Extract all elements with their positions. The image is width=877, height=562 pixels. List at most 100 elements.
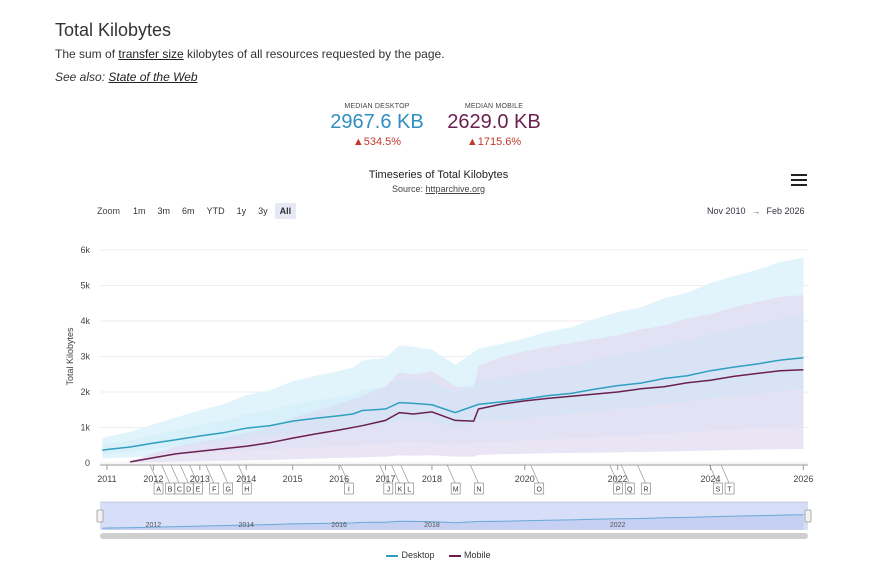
navigator-tick-label: 2012: [146, 522, 162, 529]
annotation-stem: [446, 464, 456, 484]
range-from-input[interactable]: Nov 2010: [707, 206, 746, 216]
annotation-stem: [340, 464, 349, 484]
x-tick-label: 2013: [190, 474, 210, 484]
annotation-label: F: [212, 487, 216, 494]
zoom-6m-button[interactable]: 6m: [182, 206, 195, 216]
chart-title: Timeseries of Total Kilobytes: [368, 169, 509, 181]
annotation-flag: [404, 482, 415, 495]
y-tick-label: 6k: [80, 245, 90, 255]
annotation-label: H: [244, 487, 249, 494]
navigator-tick-label: 2018: [424, 522, 440, 529]
annotation-stem: [161, 464, 170, 484]
annotation-label: J: [387, 487, 391, 494]
x-tick-label: 2017: [376, 474, 396, 484]
zoom-1y-button[interactable]: 1y: [236, 206, 247, 216]
page-description: The sum of transfer size kilobytes of al…: [55, 47, 445, 61]
legend-mobile-swatch: [449, 554, 462, 557]
transfer-size-link[interactable]: transfer size: [118, 47, 184, 61]
y-tick-label: 5k: [80, 281, 90, 291]
annotation-label: L: [407, 487, 411, 494]
annotation-label: S: [716, 487, 721, 494]
annotation-label: M: [453, 487, 459, 494]
legend-mobile-label: Mobile: [464, 550, 491, 560]
range-to-input[interactable]: Feb 2026: [766, 206, 805, 216]
y-tick-label: 3k: [80, 352, 90, 362]
navigator-left-handle[interactable]: [96, 509, 104, 523]
kpi-mobile: MEDIAN MOBILE 2629.0 KB ▲1715.6%: [440, 103, 548, 148]
annotation-label: B: [168, 487, 173, 494]
x-tick-label: 2024: [700, 474, 720, 484]
x-tick-label: 2011: [97, 474, 116, 484]
annotation-stem: [219, 464, 228, 484]
annotation-label: N: [476, 487, 481, 494]
annotation-flag: [223, 482, 233, 495]
y-tick-label: 2k: [80, 387, 90, 397]
x-tick-label: 2018: [422, 474, 442, 484]
desc-suffix: kilobytes of all resources requested by …: [183, 47, 445, 61]
annotation-stem: [237, 464, 247, 484]
state-of-the-web-link[interactable]: State of the Web: [108, 70, 198, 84]
desktop-series-line: [102, 356, 804, 451]
kpi-mobile-value: 2629.0 KB: [447, 111, 541, 133]
annotation-label: Q: [627, 487, 633, 494]
zoom-all-button[interactable]: All: [274, 203, 297, 219]
x-tick-label: 2022: [608, 474, 628, 484]
annotation-stem: [149, 464, 159, 484]
navigator-tick-label: 2016: [331, 522, 347, 529]
annotation-flag: [241, 482, 252, 495]
navigator-tick-label: 2014: [238, 522, 254, 529]
annotation-flag: [713, 482, 723, 495]
annotation-stem: [637, 464, 646, 484]
kpi-desktop: MEDIAN DESKTOP 2967.6 KB ▲534.5%: [322, 103, 432, 148]
annotation-stem: [205, 464, 215, 484]
date-range: Nov 2010 → Feb 2026: [707, 206, 805, 216]
annotation-stem: [470, 464, 479, 484]
annotation-stem: [379, 464, 389, 484]
annotation-stem: [609, 464, 618, 484]
annotation-label: D: [186, 487, 191, 494]
x-tick-label: 2026: [793, 474, 813, 484]
annotation-label: C: [177, 487, 182, 494]
annotation-flag: [474, 482, 484, 495]
source-link[interactable]: httparchive.org: [425, 184, 486, 194]
annotation-stem: [620, 464, 630, 484]
annotation-flag: [383, 482, 394, 495]
zoom-3y-button[interactable]: 3y: [258, 206, 268, 216]
navigator-area: [102, 514, 804, 530]
kpi-desktop-value: 2967.6 KB: [330, 111, 424, 133]
navigator-tick-label: 2022: [610, 522, 626, 529]
desktop-inner-band: [102, 315, 804, 455]
navigator-scrollbar[interactable]: [100, 533, 808, 539]
kpi-desktop-change: ▲534.5%: [352, 136, 402, 148]
desc-prefix: The sum of: [55, 47, 119, 61]
annotation-flag: [153, 482, 164, 495]
chart-legend: Desktop Mobile: [0, 550, 877, 560]
annotation-stem: [400, 464, 410, 484]
annotation-label: G: [225, 487, 230, 494]
annotation-flag: [724, 482, 735, 495]
annotation-stem: [709, 464, 718, 484]
annotation-label: T: [727, 487, 732, 494]
range-arrow-icon: →: [751, 206, 761, 216]
zoom-ytd-button[interactable]: YTD: [206, 206, 225, 216]
hamburger-menu-icon[interactable]: [791, 174, 807, 188]
legend-item-mobile[interactable]: Mobile: [449, 550, 491, 560]
x-tick-label: 2016: [329, 474, 349, 484]
x-tick-label: 2012: [143, 474, 163, 484]
annotation-flag: [613, 482, 623, 495]
y-tick-label: 0: [85, 458, 90, 468]
annotation-label: O: [537, 487, 543, 494]
legend-desktop-label: Desktop: [401, 550, 435, 560]
annotation-flag: [641, 482, 651, 495]
zoom-3m-button[interactable]: 3m: [157, 206, 171, 216]
navigator-right-handle[interactable]: [804, 509, 812, 523]
zoom-1m-button[interactable]: 1m: [133, 206, 146, 216]
annotation-label: I: [348, 487, 350, 494]
legend-item-desktop[interactable]: Desktop: [386, 550, 435, 560]
annotation-flag: [534, 482, 545, 495]
annotation-flag: [624, 482, 635, 495]
x-tick-label: 2015: [283, 474, 303, 484]
zoom-label: Zoom: [97, 206, 121, 216]
kpi-mobile-label: MEDIAN MOBILE: [464, 103, 524, 110]
